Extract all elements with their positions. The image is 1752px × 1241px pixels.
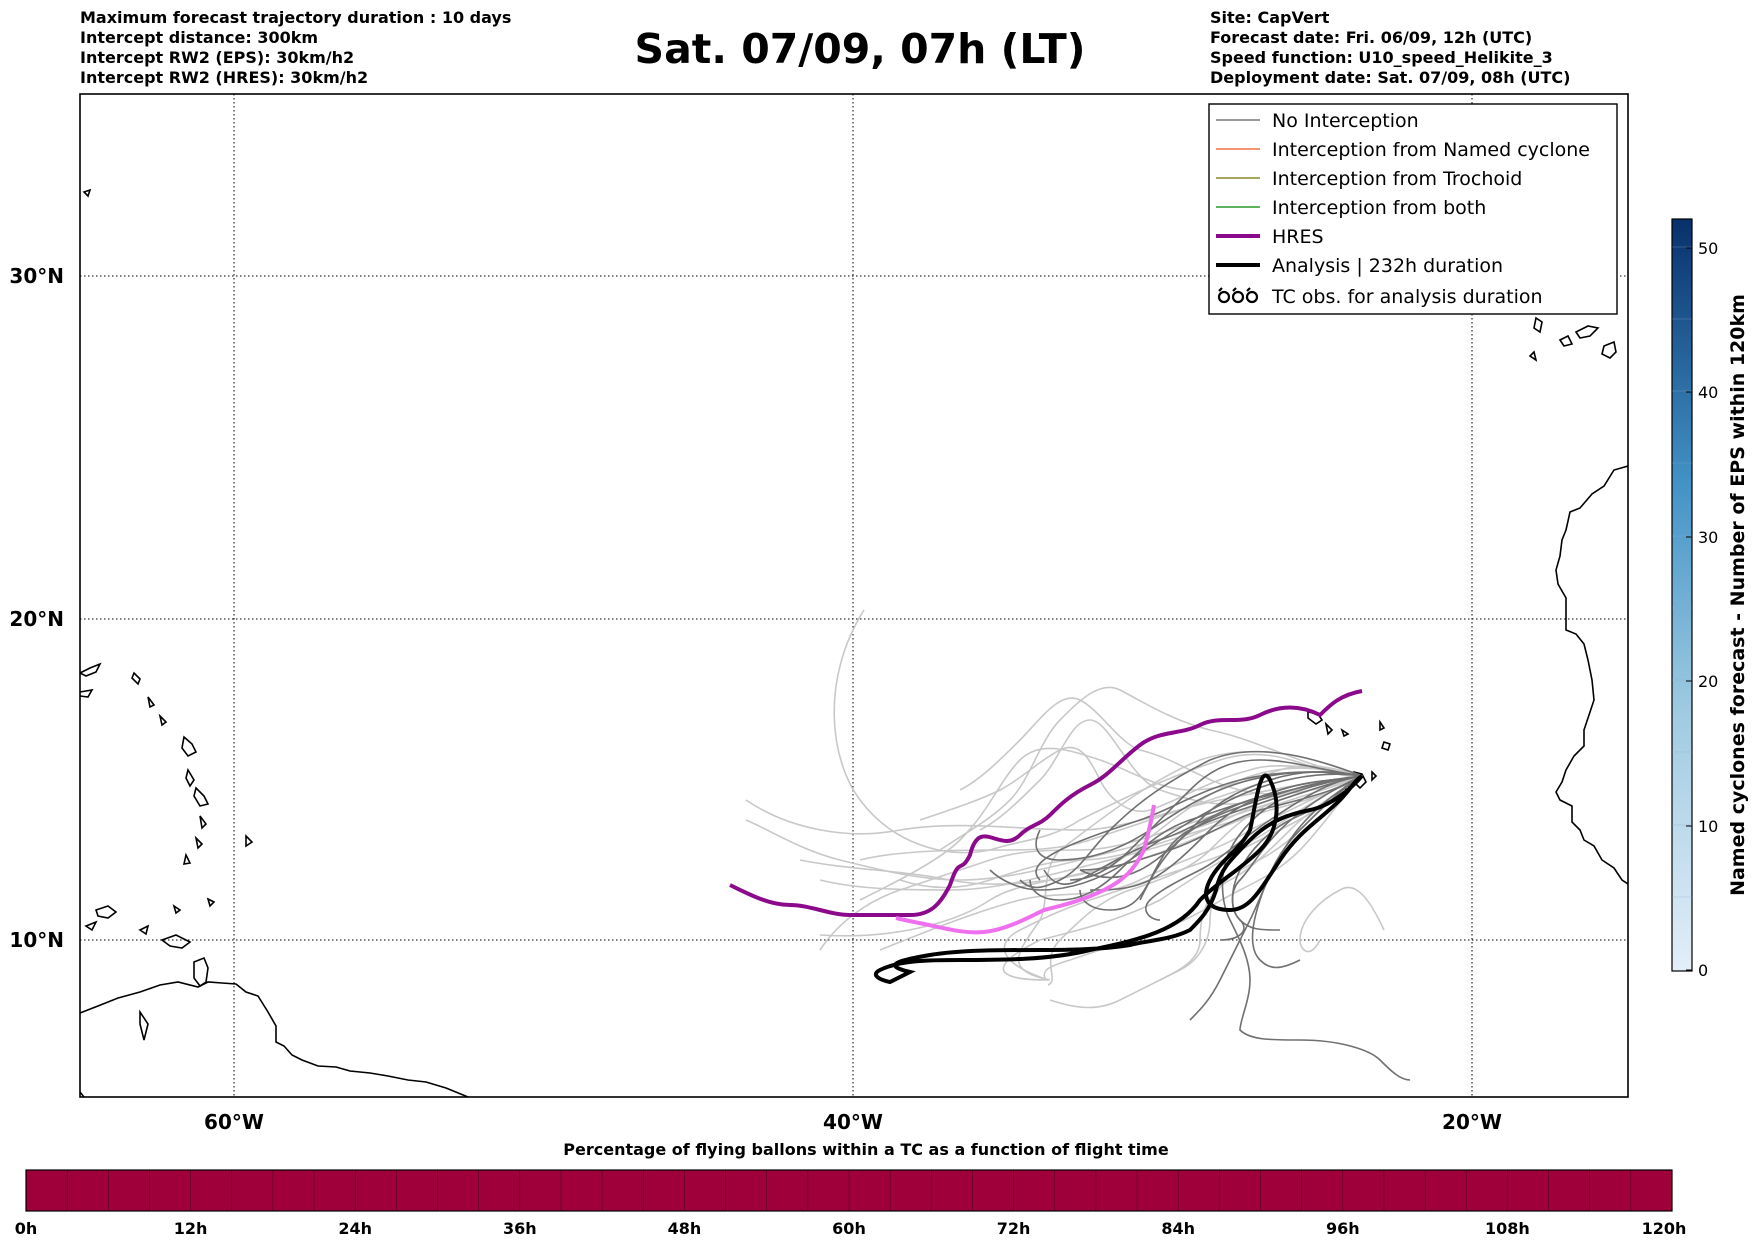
bar-title: Percentage of flying ballons within a TC… bbox=[563, 1140, 1169, 1159]
lat-label: 10°N bbox=[9, 928, 64, 952]
colorbar-tick: 10 bbox=[1698, 817, 1718, 836]
lon-label: 60°W bbox=[204, 1110, 264, 1134]
bar-tick: 108h bbox=[1485, 1219, 1530, 1238]
info-line: Speed function: U10_speed_Helikite_3 bbox=[1210, 48, 1553, 67]
forecast-info-right: Site: CapVert Forecast date: Fri. 06/09,… bbox=[1210, 8, 1570, 88]
legend-label: No Interception bbox=[1272, 110, 1419, 132]
info-line: Forecast date: Fri. 06/09, 12h (UTC) bbox=[1210, 28, 1533, 47]
bar-tick: 72h bbox=[997, 1219, 1031, 1238]
lon-label: 40°W bbox=[823, 1110, 883, 1134]
colorbar-tick: 30 bbox=[1698, 528, 1718, 547]
hres-trajectory bbox=[729, 689, 1363, 918]
bar-tick: 24h bbox=[338, 1219, 372, 1238]
bar-tick: 0h bbox=[15, 1219, 38, 1238]
colorbar-tick: 0 bbox=[1698, 961, 1708, 980]
bar-tick: 60h bbox=[832, 1219, 866, 1238]
colorbar-tick: 20 bbox=[1698, 672, 1718, 691]
legend-label: Analysis | 232h duration bbox=[1272, 255, 1503, 277]
legend-label: HRES bbox=[1272, 226, 1324, 248]
eps-trajectories-no-interception bbox=[989, 750, 1411, 1081]
lat-label: 30°N bbox=[9, 264, 64, 288]
info-line: Intercept RW2 (HRES): 30km/h2 bbox=[80, 68, 369, 87]
lon-label: 20°W bbox=[1442, 1110, 1502, 1134]
analysis-trajectory bbox=[873, 773, 1364, 985]
bar-tick: 84h bbox=[1161, 1219, 1195, 1238]
bar-tick: 48h bbox=[668, 1219, 702, 1238]
bar-tick: 120h bbox=[1642, 1219, 1687, 1238]
legend-label: Interception from Named cyclone bbox=[1272, 139, 1590, 161]
forecast-info-left: Maximum forecast trajectory duration : 1… bbox=[80, 8, 511, 88]
info-line: Maximum forecast trajectory duration : 1… bbox=[80, 8, 512, 27]
colorbar-tick: 40 bbox=[1698, 383, 1718, 402]
info-line: Site: CapVert bbox=[1210, 8, 1330, 27]
colorbar-tick: 50 bbox=[1698, 239, 1718, 258]
info-line: Deployment date: Sat. 07/09, 08h (UTC) bbox=[1210, 68, 1571, 87]
lat-label: 20°N bbox=[9, 607, 64, 631]
colorbar-title: Named cyclones forecast - Number of EPS … bbox=[1727, 294, 1749, 896]
gridlines bbox=[80, 94, 1628, 1097]
named-cyclones-colorbar: 0 10 20 30 40 50 Named cyclones forecast… bbox=[1671, 218, 1749, 980]
bar-tick: 96h bbox=[1326, 1219, 1360, 1238]
hres-trajectory-early bbox=[895, 804, 1156, 935]
info-line: Intercept RW2 (EPS): 30km/h2 bbox=[80, 48, 355, 67]
legend-label: TC obs. for analysis duration bbox=[1271, 286, 1543, 308]
bar-tick: 36h bbox=[503, 1219, 537, 1238]
legend: No Interception Interception from Named … bbox=[1208, 103, 1618, 315]
coastlines bbox=[80, 188, 1628, 1097]
info-line: Intercept distance: 300km bbox=[80, 28, 319, 47]
legend-label: Interception from both bbox=[1272, 197, 1486, 219]
page-title: Sat. 07/09, 07h (LT) bbox=[634, 25, 1086, 73]
legend-label: Interception from Trochoid bbox=[1272, 168, 1522, 190]
flight-time-bar: Percentage of flying ballons within a TC… bbox=[15, 1140, 1687, 1238]
bar-tick: 12h bbox=[174, 1219, 208, 1238]
map-border bbox=[79, 93, 1629, 1098]
tc-symbol-icon bbox=[1217, 287, 1259, 304]
